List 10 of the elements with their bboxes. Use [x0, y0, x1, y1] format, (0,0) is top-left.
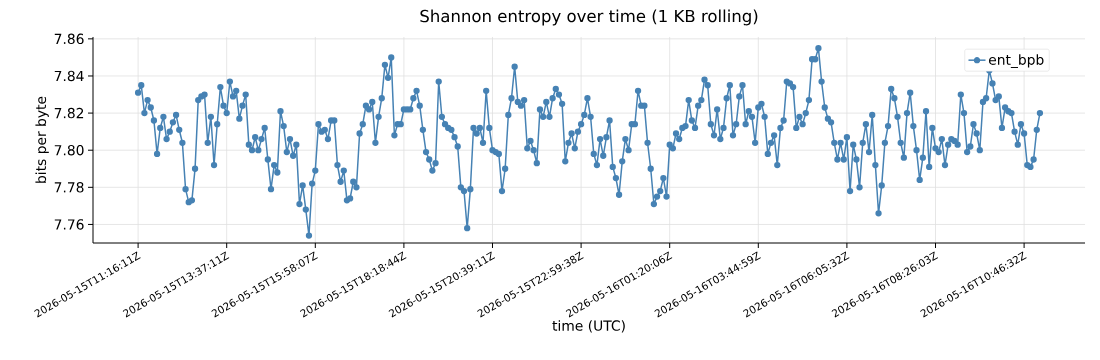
y-tick-label: 7.76: [54, 219, 84, 230]
y-tick-label: 7.86: [54, 33, 84, 45]
y-tick-label: 7.82: [54, 107, 84, 119]
y-tick-label: 7.80: [54, 144, 84, 156]
y-axis-title: bits per byte: [35, 96, 49, 183]
chart-title: Shannon entropy over time (1 KB rolling): [420, 9, 758, 26]
y-tick-label: 7.78: [54, 182, 84, 193]
legend-label: ent_bpb: [989, 54, 1044, 68]
y-tick-label: 7.84: [54, 70, 84, 82]
x-axis-title: time (UTC): [552, 320, 625, 333]
